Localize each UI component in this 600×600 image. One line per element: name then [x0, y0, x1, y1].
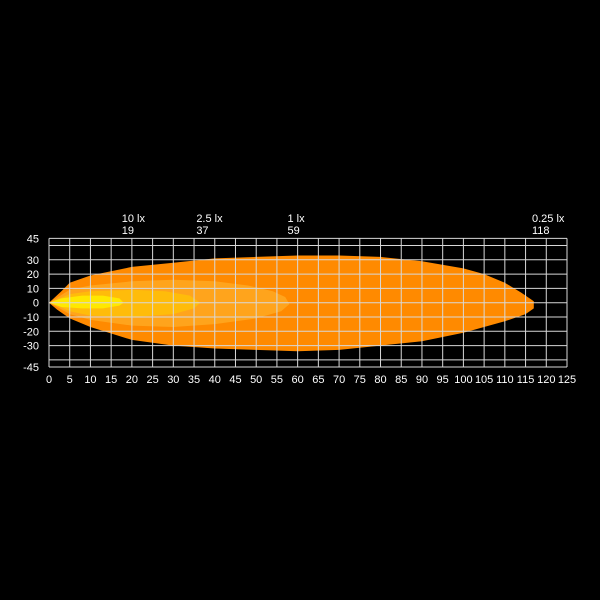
isolux-contour-0_25 — [49, 255, 534, 352]
x-tick-label: 25 — [146, 374, 158, 386]
x-tick-label: 100 — [454, 374, 472, 386]
x-tick-label: 120 — [537, 374, 555, 386]
x-tick-label: 55 — [271, 374, 283, 386]
y-tick-label: 45 — [27, 233, 39, 245]
grid — [48, 237, 568, 368]
isolux-contours — [49, 255, 534, 352]
x-tick-label: 105 — [475, 374, 493, 386]
x-tick-label: 35 — [188, 374, 200, 386]
y-tick-label: -30 — [23, 341, 39, 353]
x-tick-label: 80 — [374, 374, 386, 386]
x-tick-label: 110 — [496, 374, 514, 386]
x-tick-label: 5 — [67, 374, 73, 386]
x-tick-label: 50 — [250, 374, 262, 386]
x-tick-label: 90 — [416, 374, 428, 386]
x-tick-label: 95 — [437, 374, 449, 386]
x-tick-label: 125 — [558, 374, 576, 386]
isolux-label-distance: 59 — [287, 225, 299, 237]
x-tick-label: 30 — [167, 374, 179, 386]
x-tick-label: 0 — [46, 374, 52, 386]
x-axis-ticks: 0 5 10 15 20 25 30 35 40 45 50 55 60 65 70 75 80 85 90 95 10… — [46, 374, 576, 386]
y-tick-label: 10 — [27, 283, 39, 295]
x-tick-label: 85 — [395, 374, 407, 386]
x-tick-label: 70 — [333, 374, 345, 386]
y-tick-label: -20 — [23, 326, 39, 338]
x-tick-label: 75 — [354, 374, 366, 386]
y-tick-label: 20 — [27, 269, 39, 281]
y-tick-label: -10 — [23, 312, 39, 324]
isolux-contour-10 — [49, 295, 124, 309]
isolux-label-lux: 0.25 lx — [532, 213, 565, 225]
x-tick-label: 45 — [229, 374, 241, 386]
isolux-label-distance: 37 — [196, 225, 208, 237]
x-tick-label: 65 — [312, 374, 324, 386]
x-tick-label: 115 — [517, 374, 535, 386]
isolux-label-lux: 10 lx — [122, 213, 146, 225]
y-axis-ticks: 45 30 20 10 0 -10 -20 -30 -45 — [23, 233, 39, 374]
isolux-label-lux: 1 lx — [287, 213, 305, 225]
x-tick-label: 60 — [292, 374, 304, 386]
x-tick-label: 10 — [84, 374, 96, 386]
x-tick-label: 20 — [126, 374, 138, 386]
isolux-label-distance: 118 — [532, 225, 550, 237]
x-tick-label: 40 — [209, 374, 221, 386]
y-tick-label: 0 — [33, 298, 39, 310]
isolux-label-distance: 19 — [122, 225, 134, 237]
y-tick-label: 30 — [27, 255, 39, 267]
x-tick-label: 15 — [105, 374, 117, 386]
isolux-label-lux: 2.5 lx — [196, 213, 223, 225]
y-tick-label: -45 — [23, 362, 39, 374]
